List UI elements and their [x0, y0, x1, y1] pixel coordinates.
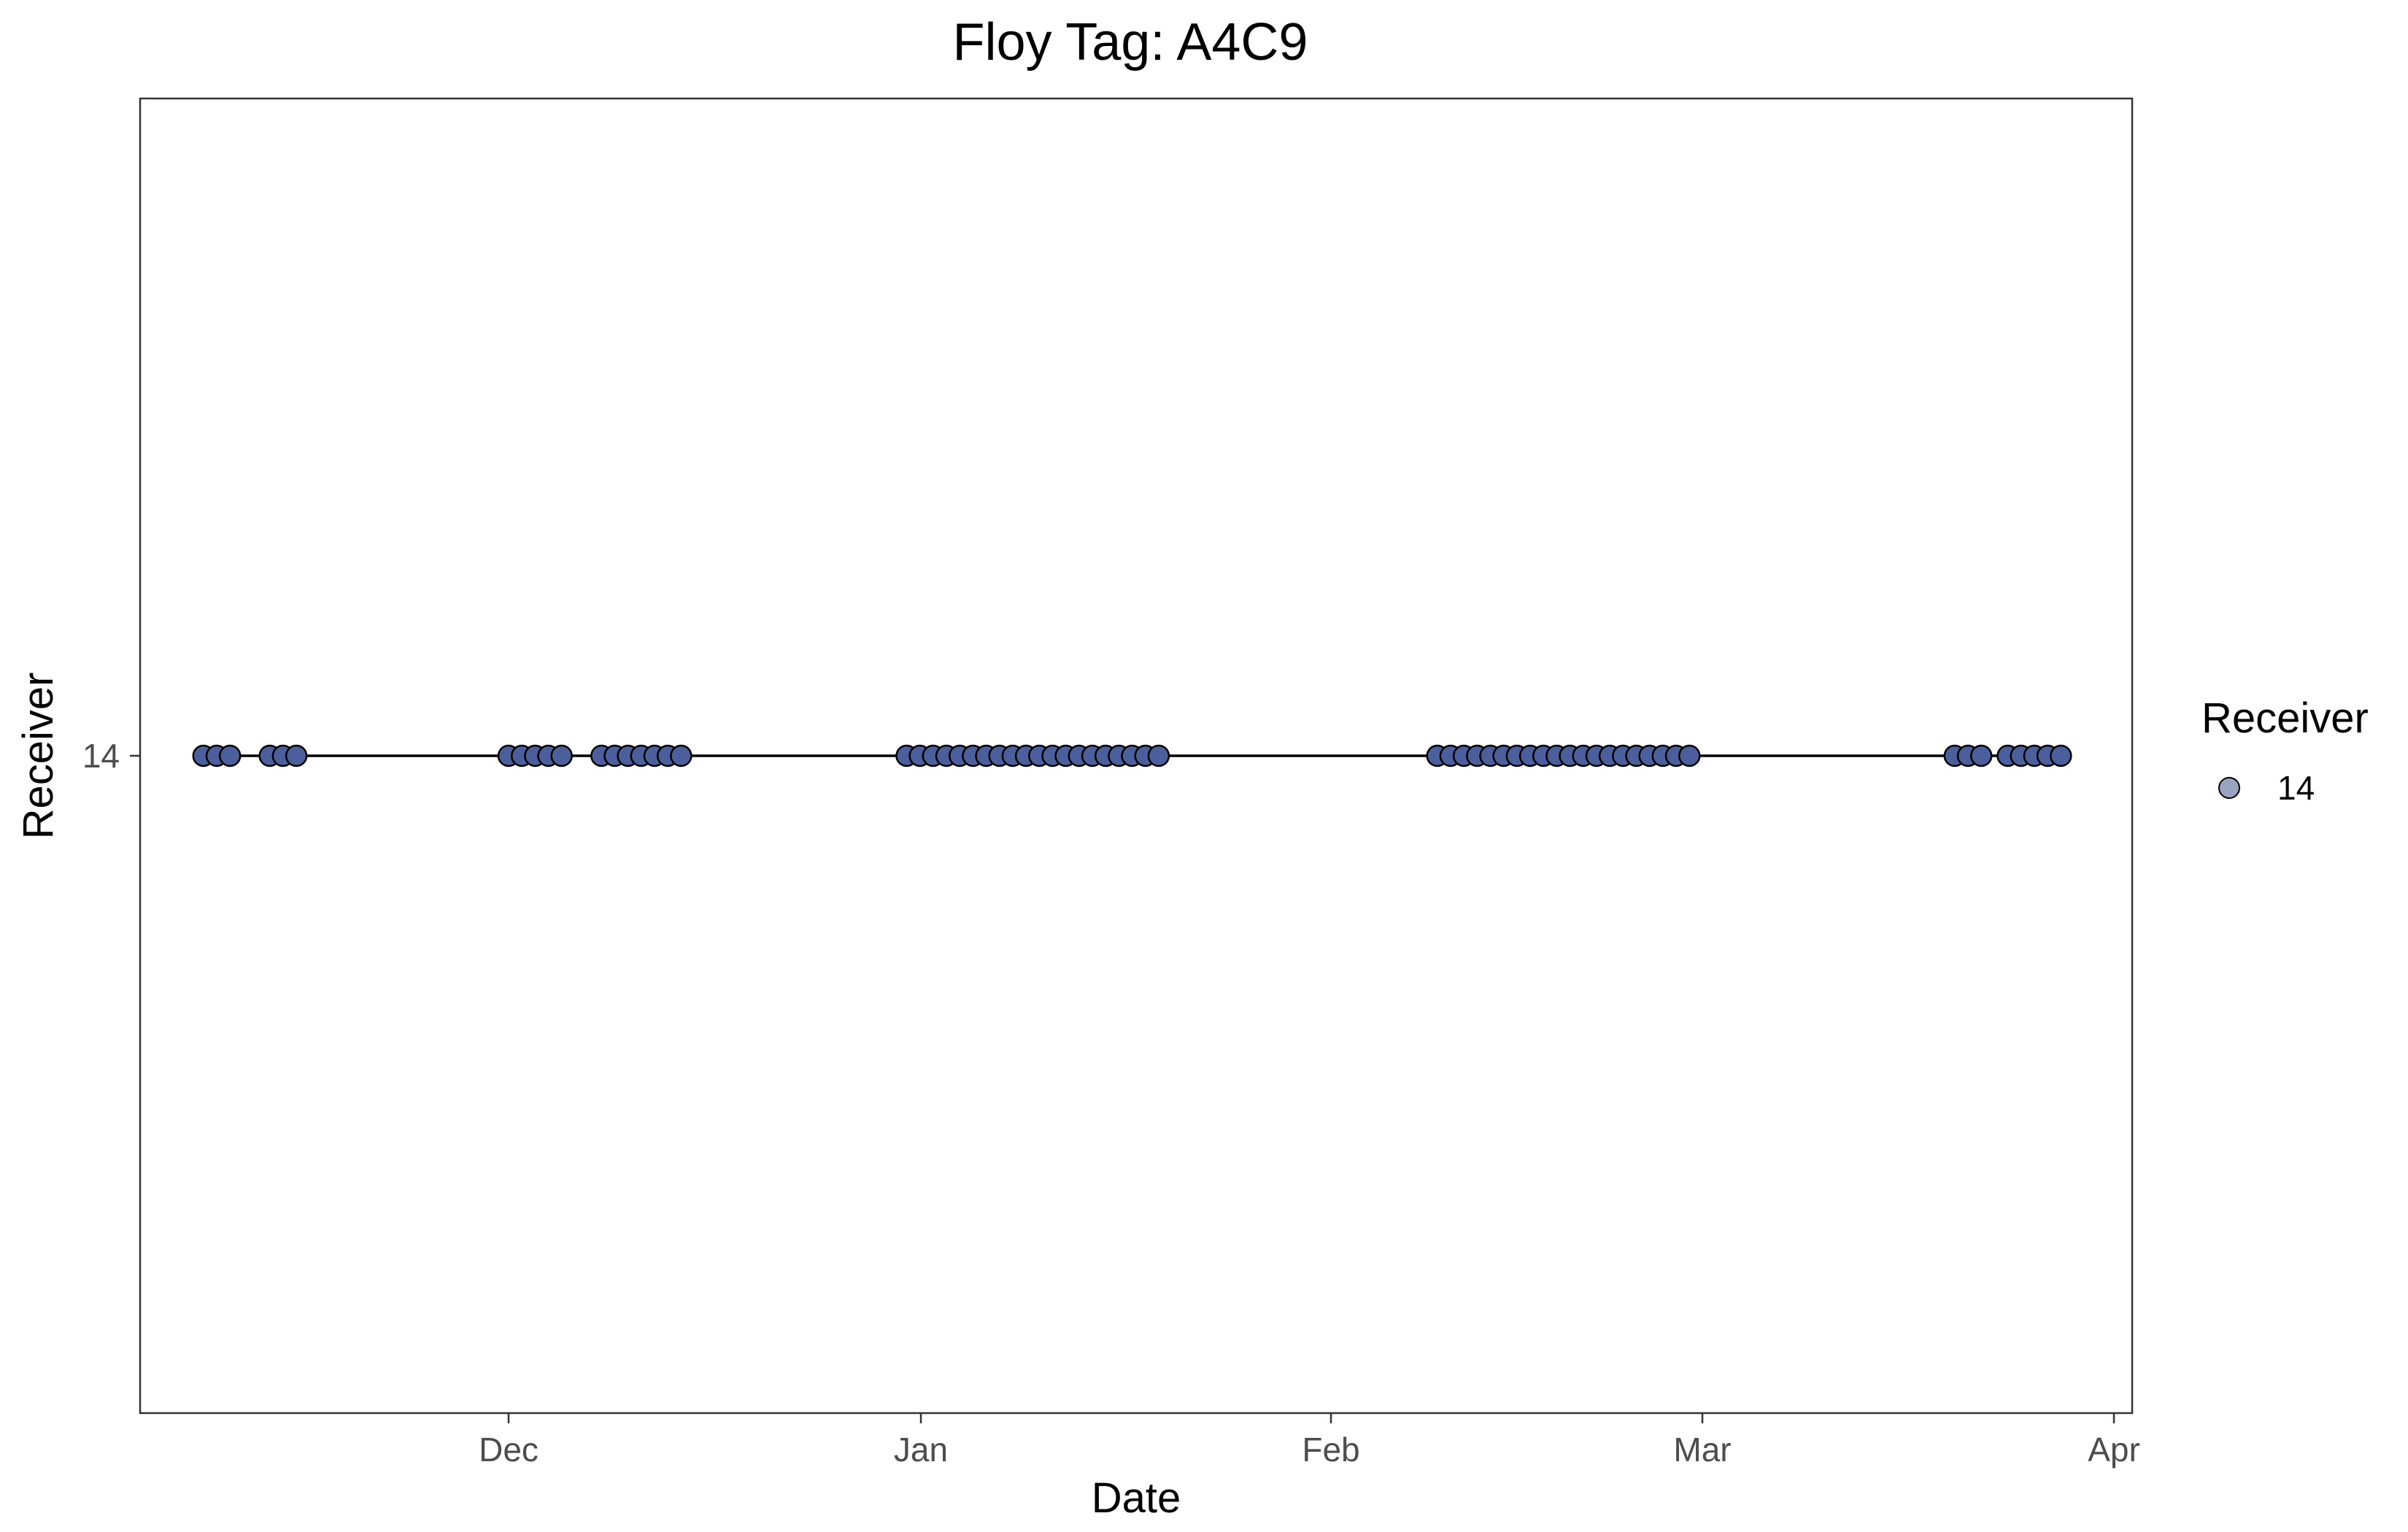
plot-panel: [139, 97, 2134, 1415]
detection-point: [1969, 744, 1993, 767]
detection-point: [550, 744, 573, 767]
detection-point: [1678, 744, 1701, 767]
y-axis-title: Receiver: [15, 673, 62, 840]
legend-title: Receiver: [2201, 695, 2369, 742]
detection-point: [2050, 744, 2072, 767]
legend-label: 14: [2277, 769, 2315, 807]
detection-point: [670, 744, 692, 767]
chart-title: Floy Tag: A4C9: [953, 13, 1308, 71]
x-tick-label-dec: Dec: [479, 1431, 539, 1469]
x-axis-title: Date: [1092, 1474, 1181, 1522]
legend: Receiver 14: [2201, 695, 2369, 807]
x-tick-label-jan: Jan: [894, 1431, 948, 1469]
x-tick-label-mar: Mar: [1673, 1431, 1731, 1469]
y-axis: 14 Receiver: [15, 673, 140, 840]
points-layer: [192, 744, 2072, 767]
y-tick-label: 14: [82, 737, 120, 775]
x-axis: Dec Jan Feb Mar Apr Date: [479, 1413, 2140, 1522]
detection-point: [218, 744, 242, 767]
detection-point: [1147, 744, 1170, 767]
x-tick-label-apr: Apr: [2088, 1431, 2140, 1469]
legend-key-point: [2218, 777, 2240, 799]
x-tick-label-feb: Feb: [1302, 1431, 1359, 1469]
detection-point: [285, 744, 308, 767]
